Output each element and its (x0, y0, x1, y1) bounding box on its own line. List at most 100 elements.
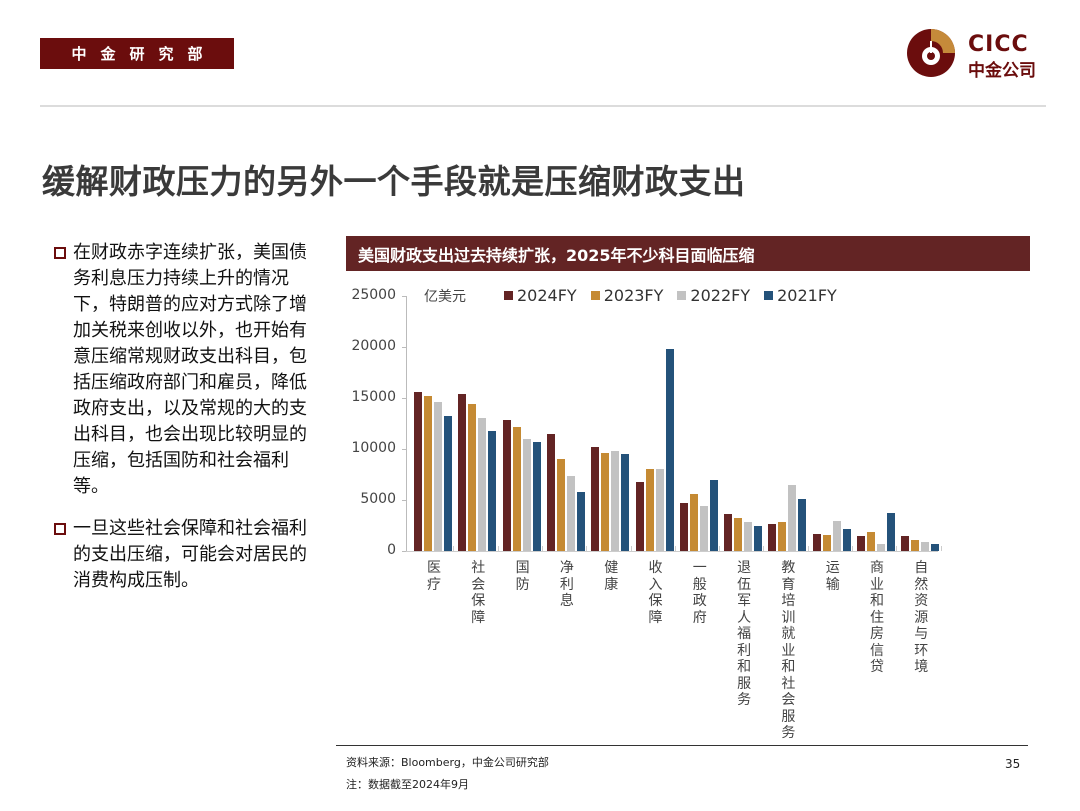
legend-label: 2022FY (690, 286, 751, 305)
x-tick (940, 546, 942, 551)
bar (788, 484, 797, 551)
category-label: 健康 (604, 560, 619, 593)
logo-text-en: CICC (968, 32, 1029, 57)
y-tick-label: 15000 (351, 389, 396, 405)
footer-divider (336, 745, 1028, 746)
bar (414, 391, 422, 551)
cicc-logo: CICC 中金公司 (906, 28, 1056, 82)
legend-swatch-icon (677, 291, 687, 300)
bar-chart: 亿美元 2024FY 2023FY 2022FY 2021FY 0 5000 10000 1… (340, 280, 1040, 750)
bar (842, 528, 851, 551)
x-tick (453, 546, 455, 551)
bar (556, 459, 565, 551)
bar (734, 518, 743, 551)
bar (689, 493, 698, 551)
bar (488, 430, 497, 551)
y-tick-label: 20000 (351, 338, 396, 354)
bar (591, 446, 600, 551)
bar (867, 531, 875, 551)
y-tick (402, 398, 406, 399)
legend-label: 2021FY (777, 286, 837, 305)
category-label: 收入保障 (648, 560, 663, 626)
header-divider (40, 105, 1046, 107)
bar (546, 433, 555, 551)
y-tick (402, 449, 406, 450)
legend-item: 2022FY (677, 286, 750, 305)
bullet-list: 在财政赤字连续扩张，美国债务利息压力持续上升的情况下，特朗普的应对方式除了增加关… (54, 240, 314, 610)
chart-title-banner: 美国财政支出过去持续扩张，2025年不少科目面临压缩 (346, 236, 1030, 271)
category-label: 净利息 (559, 560, 574, 609)
bar (468, 404, 477, 551)
bar (478, 418, 487, 551)
legend-item: 2023FY (590, 286, 664, 305)
bar (857, 535, 865, 551)
bar (444, 416, 452, 551)
x-tick (852, 546, 853, 551)
x-tick (497, 546, 499, 551)
bar (832, 521, 841, 551)
bar (822, 534, 831, 551)
bar (458, 393, 467, 551)
legend-label: 2023FY (603, 286, 664, 305)
bar (611, 451, 620, 551)
bar (566, 475, 575, 551)
category-label: 一般政府 (692, 560, 707, 626)
bar (901, 535, 910, 551)
square-bullet-icon (54, 247, 66, 259)
bar (724, 514, 733, 551)
y-tick (402, 347, 406, 348)
bar (645, 469, 654, 551)
x-axis (406, 551, 938, 552)
y-axis (406, 296, 407, 551)
bullet-text: 一旦这些社会保障和社会福利的支出压缩，可能会对居民的消费构成压制。 (73, 518, 307, 591)
bar (434, 402, 442, 551)
unit-label: 亿美元 (424, 289, 466, 305)
logo-text-cn: 中金公司 (968, 61, 1036, 81)
page-number: 35 (1005, 757, 1021, 771)
category-label: 自然资源与环境 (914, 560, 929, 675)
bar (768, 524, 777, 551)
x-tick (674, 546, 676, 551)
bullet-text: 在财政赤字连续扩张，美国债务利息压力持续上升的情况下，特朗普的应对方式除了增加关… (73, 242, 307, 497)
bar (798, 498, 807, 551)
y-tick-label: 5000 (360, 491, 396, 507)
bullet-item: 一旦这些社会保障和社会福利的支出压缩，可能会对居民的消费构成压制。 (54, 516, 314, 594)
bar (709, 479, 718, 551)
category-label: 社会保障 (471, 560, 486, 626)
bar (744, 522, 753, 551)
bar (754, 525, 763, 551)
y-tick (402, 296, 406, 297)
category-label: 退伍军人福利和服务 (737, 560, 752, 708)
y-tick (402, 500, 406, 501)
legend-swatch-icon (590, 291, 600, 300)
page-title: 缓解财政压力的另外一个手段就是压缩财政支出 (42, 162, 746, 201)
bar (665, 349, 674, 551)
source-note: 资料来源：Bloomberg，中金公司研究部 (346, 756, 549, 769)
x-tick (541, 546, 543, 551)
legend-swatch-icon (764, 291, 774, 300)
bar (699, 506, 708, 551)
bar (877, 543, 885, 551)
x-tick (586, 546, 588, 551)
bar (911, 539, 920, 551)
category-label: 国防 (515, 560, 530, 593)
bar (778, 522, 787, 551)
x-tick (763, 546, 765, 551)
chart-legend: 2024FY 2023FY 2022FY 2021FY (504, 286, 837, 305)
x-tick (896, 546, 898, 551)
bar (512, 426, 521, 551)
bar (621, 454, 630, 551)
y-tick-label: 0 (387, 542, 396, 558)
x-tick (807, 546, 809, 551)
bar (931, 543, 940, 551)
bar (522, 438, 531, 551)
x-tick (630, 546, 632, 551)
y-tick-label: 10000 (351, 440, 396, 456)
legend-label: 2024FY (517, 286, 577, 305)
y-tick (402, 551, 406, 552)
square-bullet-icon (54, 523, 66, 535)
bullet-item: 在财政赤字连续扩张，美国债务利息压力持续上升的情况下，特朗普的应对方式除了增加关… (54, 240, 314, 500)
y-tick-label: 25000 (351, 287, 396, 303)
category-label: 教育培训就业和社会服务 (781, 560, 796, 741)
bar (424, 395, 432, 551)
